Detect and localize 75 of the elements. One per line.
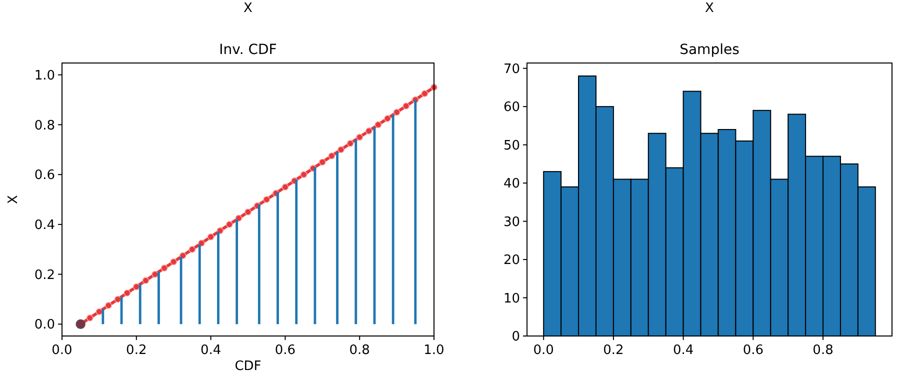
bar xyxy=(414,100,417,324)
bar xyxy=(258,204,260,324)
point xyxy=(86,314,94,322)
bar xyxy=(392,114,394,324)
point xyxy=(338,146,344,154)
x-axis-title: CDF xyxy=(234,359,262,374)
y-tick-label: 20 xyxy=(503,253,520,268)
bar xyxy=(336,152,338,324)
y-tick-label: 60 xyxy=(503,100,520,116)
x-tick-label: 1.0 xyxy=(424,343,444,358)
point xyxy=(346,140,354,147)
point xyxy=(207,233,214,240)
bar xyxy=(138,284,142,324)
x-tick-label: 0.2 xyxy=(603,343,624,358)
y-tick-label: 40 xyxy=(503,176,520,192)
point xyxy=(319,158,326,166)
bar xyxy=(354,140,358,324)
point xyxy=(188,246,196,253)
y-tick-label: 1.0 xyxy=(34,68,55,84)
point xyxy=(133,283,140,290)
bar xyxy=(198,244,201,324)
bar xyxy=(236,219,238,324)
x-tick-label: 0.0 xyxy=(533,343,554,358)
y-tick-label: 10 xyxy=(503,291,520,306)
point xyxy=(216,227,224,234)
y-tick-label: 0.8 xyxy=(34,118,55,134)
y-tick-label: 0.4 xyxy=(34,218,55,233)
point xyxy=(124,290,130,296)
chart-subtitle: Samples xyxy=(680,42,740,58)
point xyxy=(356,134,363,141)
x-tick-label: 0.6 xyxy=(742,343,764,358)
x-tick-label: 0.8 xyxy=(812,343,834,358)
point xyxy=(402,102,410,110)
x-tick-label: 0.4 xyxy=(200,343,222,358)
bar xyxy=(276,192,279,324)
point xyxy=(282,184,289,190)
y-tick-label: 30 xyxy=(503,214,520,230)
point xyxy=(393,108,400,116)
point xyxy=(114,296,122,303)
y-tick-label: 70 xyxy=(503,62,520,77)
y-tick-label: 0.2 xyxy=(34,268,55,283)
bar xyxy=(217,232,220,324)
point xyxy=(198,240,205,247)
point xyxy=(374,121,382,128)
point xyxy=(235,214,242,222)
point xyxy=(244,208,252,216)
y-tick-label: 50 xyxy=(503,138,520,154)
point xyxy=(366,128,372,134)
x-tick-label: 0.0 xyxy=(52,343,72,358)
y-tick-label: 0 xyxy=(512,330,520,345)
x-tick-label: 0.4 xyxy=(672,343,694,358)
point xyxy=(226,221,233,228)
x-tick-label: 0.2 xyxy=(126,343,147,358)
bar xyxy=(158,272,160,324)
bar xyxy=(102,309,104,324)
point xyxy=(263,196,270,203)
x-tick-label: 0.6 xyxy=(274,343,296,358)
point xyxy=(180,252,186,259)
chart-subtitle: Inv. CDF xyxy=(219,42,277,58)
bar xyxy=(295,180,298,324)
y-tick-label: 0.0 xyxy=(34,318,55,333)
point xyxy=(152,270,158,278)
x-tick-label: 0.8 xyxy=(349,343,370,358)
chart-title: X xyxy=(705,1,714,16)
y-axis-title: X xyxy=(6,194,21,204)
point xyxy=(105,302,112,309)
chart-title: X xyxy=(244,1,253,16)
point xyxy=(300,171,308,178)
point xyxy=(328,152,336,160)
point xyxy=(160,264,168,272)
point xyxy=(170,258,177,266)
y-tick-label: 0.6 xyxy=(34,168,55,184)
point xyxy=(384,115,391,122)
point xyxy=(421,90,428,97)
point xyxy=(142,277,150,284)
